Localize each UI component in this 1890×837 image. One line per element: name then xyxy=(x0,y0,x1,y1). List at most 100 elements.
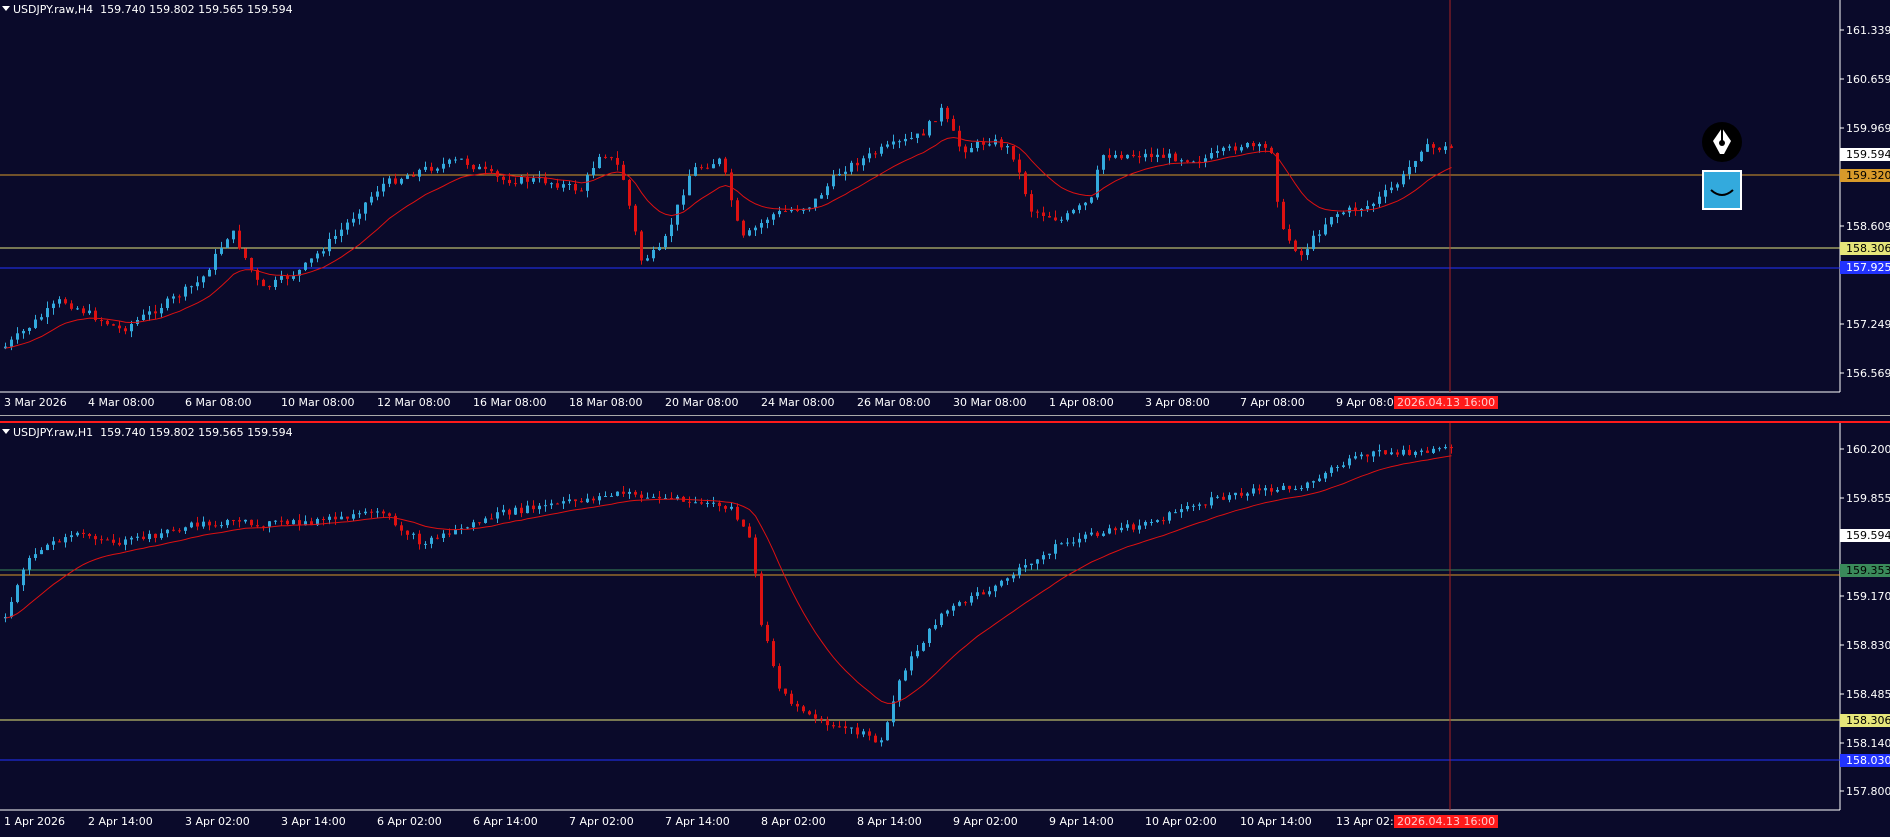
candle-body xyxy=(322,251,325,254)
candle-body xyxy=(814,198,817,208)
candle-body xyxy=(982,141,985,145)
candle-body xyxy=(28,327,31,331)
candle-body xyxy=(1060,219,1063,221)
candle-body xyxy=(268,521,271,527)
candle-body xyxy=(4,616,7,619)
candle-body xyxy=(928,628,931,644)
candle-body xyxy=(544,177,547,184)
candle-body xyxy=(52,303,55,309)
candle-body xyxy=(1036,211,1039,213)
collapse-triangle-icon[interactable] xyxy=(2,6,10,11)
candle-body xyxy=(1114,155,1117,158)
candle-body xyxy=(736,200,739,221)
candle-body xyxy=(10,601,13,617)
collapse-triangle-icon[interactable] xyxy=(2,429,10,434)
h4-x-label: 10 Mar 08:00 xyxy=(281,396,355,409)
candle-body xyxy=(1450,146,1453,148)
candle-body xyxy=(772,214,775,220)
candle-body xyxy=(1120,155,1123,159)
h1-x-label: 8 Apr 02:00 xyxy=(761,815,826,828)
candle-body xyxy=(142,314,145,321)
candle-body xyxy=(952,118,955,131)
candle-body xyxy=(1144,521,1147,526)
candle-body xyxy=(1282,485,1285,490)
candle-body xyxy=(1288,485,1291,490)
candle-body xyxy=(778,211,781,215)
candle-body xyxy=(70,303,73,309)
candle-body xyxy=(472,164,475,170)
h4-y-label: 161.339 xyxy=(1846,24,1890,37)
candle-body xyxy=(676,496,679,499)
candle-body xyxy=(892,701,895,723)
pane-separator[interactable] xyxy=(0,415,1890,423)
chart-pane-h1[interactable]: USDJPY.raw,H1 159.740 159.802 159.565 15… xyxy=(0,423,1890,837)
candle-body xyxy=(652,496,655,498)
smile-face-icon[interactable] xyxy=(1702,170,1742,210)
candle-body xyxy=(880,146,883,154)
candle-body xyxy=(1348,458,1351,466)
candle-body xyxy=(118,542,121,545)
candle-body xyxy=(1270,488,1273,492)
candle-body xyxy=(370,511,373,513)
candle-body xyxy=(1012,575,1015,579)
candle-body xyxy=(760,573,763,625)
candle-body xyxy=(598,156,601,169)
candle-body xyxy=(184,527,187,531)
candle-body xyxy=(754,227,757,231)
candle-body xyxy=(454,529,457,535)
h4-candlestick-chart[interactable] xyxy=(0,0,1890,419)
candle-body xyxy=(94,310,97,321)
candle-body xyxy=(922,643,925,651)
h4-blue-level-tag: 157.925 xyxy=(1840,261,1890,274)
candle-body xyxy=(520,176,523,184)
fountain-pen-glyph xyxy=(1713,128,1731,154)
candle-body xyxy=(424,543,427,545)
candle-body xyxy=(724,158,727,173)
h4-current-price-tag: 159.594 xyxy=(1840,148,1890,161)
candle-body xyxy=(1306,482,1309,489)
chart-pane-h4[interactable]: USDJPY.raw,H4 159.740 159.802 159.565 15… xyxy=(0,0,1890,419)
candle-body xyxy=(976,592,979,596)
candle-body xyxy=(412,175,415,177)
h1-x-label: 10 Apr 14:00 xyxy=(1240,815,1312,828)
candle-body xyxy=(124,539,127,545)
candle-body xyxy=(484,518,487,523)
candle-body xyxy=(634,205,637,232)
candle-body xyxy=(934,625,937,629)
candle-body xyxy=(298,520,301,526)
candle-body xyxy=(232,520,235,522)
candle-body xyxy=(214,253,217,270)
candle-body xyxy=(1054,217,1057,221)
h1-candlestick-chart[interactable] xyxy=(0,423,1890,837)
candle-body xyxy=(526,505,529,514)
candle-body xyxy=(604,496,607,498)
candle-body xyxy=(448,533,451,535)
candle-body xyxy=(868,731,871,736)
candle-body xyxy=(928,121,931,136)
candle-body xyxy=(1198,161,1201,163)
candle-body xyxy=(1162,154,1165,158)
candle-body xyxy=(1258,488,1261,491)
candle-body xyxy=(358,213,361,219)
candle-body xyxy=(784,211,787,213)
candle-body xyxy=(382,183,385,192)
candle-body xyxy=(1126,154,1129,159)
candle-body xyxy=(670,224,673,237)
candle-body xyxy=(118,325,121,329)
candle-body xyxy=(352,218,355,223)
candle-body xyxy=(190,522,193,528)
h1-x-label: 10 Apr 02:00 xyxy=(1145,815,1217,828)
candle-body xyxy=(562,501,565,504)
candle-body xyxy=(1204,504,1207,506)
candle-body xyxy=(340,229,343,236)
candle-body xyxy=(1144,153,1147,158)
candle-body xyxy=(1042,555,1045,560)
candle-body xyxy=(1096,169,1099,198)
fountain-pen-icon[interactable] xyxy=(1702,122,1742,162)
h1-blue-level-tag: 158.030 xyxy=(1840,754,1890,767)
candle-body xyxy=(1078,538,1081,543)
candle-body xyxy=(418,169,421,177)
candle-body xyxy=(154,311,157,314)
h4-y-label: 160.659 xyxy=(1846,73,1890,86)
candle-body xyxy=(304,521,307,526)
